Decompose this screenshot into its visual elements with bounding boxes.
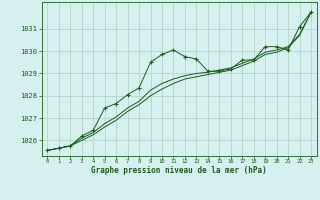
X-axis label: Graphe pression niveau de la mer (hPa): Graphe pression niveau de la mer (hPa) (91, 166, 267, 175)
